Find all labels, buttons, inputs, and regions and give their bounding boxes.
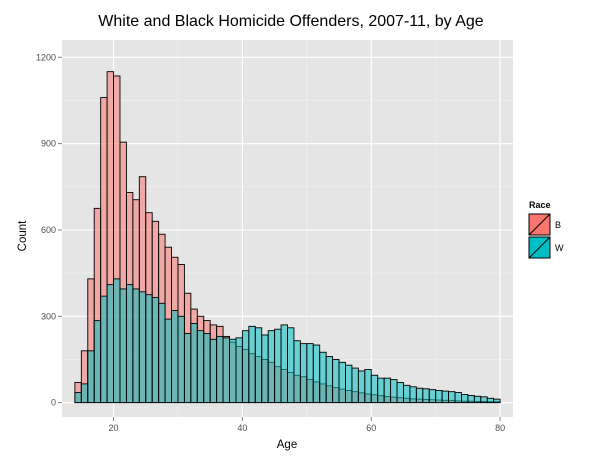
bar-w (125, 284, 134, 404)
bar-w (93, 320, 102, 404)
y-tick-label: 900 (41, 139, 56, 149)
bar-w (132, 288, 140, 404)
bar-w (338, 361, 346, 404)
bar-w (177, 315, 185, 404)
bar-w (448, 391, 456, 404)
bar-w (80, 383, 89, 404)
bar-w (235, 337, 243, 404)
bar-w (87, 350, 95, 404)
bar-w (280, 324, 288, 404)
bar-w (138, 291, 147, 404)
x-tick-label: 60 (366, 423, 376, 433)
y-axis-title: Count (17, 220, 29, 251)
bar-w (261, 334, 269, 404)
bar-w (183, 333, 192, 404)
bar-w (390, 379, 398, 404)
bar-w (274, 328, 282, 404)
bar-w (351, 367, 359, 404)
bar-w (306, 343, 314, 404)
bar-w (377, 377, 385, 404)
bar-w (216, 335, 224, 404)
bar-w (441, 390, 450, 404)
bar-w (158, 302, 166, 404)
bar-w (454, 392, 462, 404)
bar-w (480, 396, 488, 404)
bar-w (100, 295, 108, 404)
legend-title: Race (529, 200, 551, 210)
bar-w (332, 358, 340, 404)
bar-w (113, 278, 121, 404)
bar-w (370, 374, 379, 404)
bar-w (383, 377, 392, 404)
bar-w (403, 384, 411, 404)
y-tick-label: 0 (51, 398, 56, 408)
bar-w (473, 395, 482, 404)
bar-w (171, 310, 179, 404)
bar-w (415, 387, 424, 404)
bar-w (409, 386, 417, 404)
y-tick-label: 300 (41, 311, 56, 321)
x-tick-label: 20 (109, 423, 119, 433)
bar-w (325, 356, 334, 404)
chart-title: White and Black Homicide Offenders, 2007… (98, 13, 484, 30)
legend-key-b (528, 213, 551, 236)
bar-w (428, 389, 437, 404)
bar-w (151, 297, 160, 404)
bar-w (493, 398, 501, 404)
bar-w (299, 343, 308, 404)
bar-w (106, 284, 114, 404)
legend-label-w: W (555, 243, 564, 253)
bar-w (345, 364, 353, 404)
x-axis-title: Age (277, 439, 297, 451)
bar-w (357, 370, 366, 404)
bar-w (396, 382, 404, 404)
bar-w (203, 333, 211, 404)
legend-key-w (528, 236, 551, 259)
axis-layer: 20 40 60 80 0 300 600 900 1200 (36, 52, 505, 433)
bar-w (254, 327, 263, 404)
bar-w (461, 394, 469, 404)
bar-w (74, 392, 82, 404)
bar-w (190, 323, 198, 404)
bar-w (364, 369, 372, 404)
x-tick-label: 40 (237, 423, 247, 433)
legend-label-b: B (555, 220, 561, 230)
legend: Race B W (528, 200, 564, 259)
bar-w (467, 394, 475, 404)
bar-w (145, 294, 153, 404)
bar-w (229, 338, 237, 404)
bar-w (422, 388, 430, 404)
bar-w (312, 344, 321, 404)
bar-w (267, 330, 276, 404)
bar-w (164, 318, 172, 404)
bar-w (241, 330, 250, 404)
series-w-bars (74, 278, 501, 404)
bar-w (293, 340, 301, 404)
y-tick-label: 600 (41, 225, 56, 235)
bar-w (486, 397, 495, 404)
bar-w (287, 327, 295, 404)
y-tick-label: 1200 (36, 52, 56, 62)
bar-w (435, 390, 443, 404)
bar-w (119, 288, 127, 404)
bar-w (319, 351, 327, 404)
bar-w (222, 337, 230, 404)
x-tick-label: 80 (495, 423, 505, 433)
bar-w (248, 325, 256, 404)
bar-w (196, 330, 205, 404)
bar-w (209, 338, 218, 404)
